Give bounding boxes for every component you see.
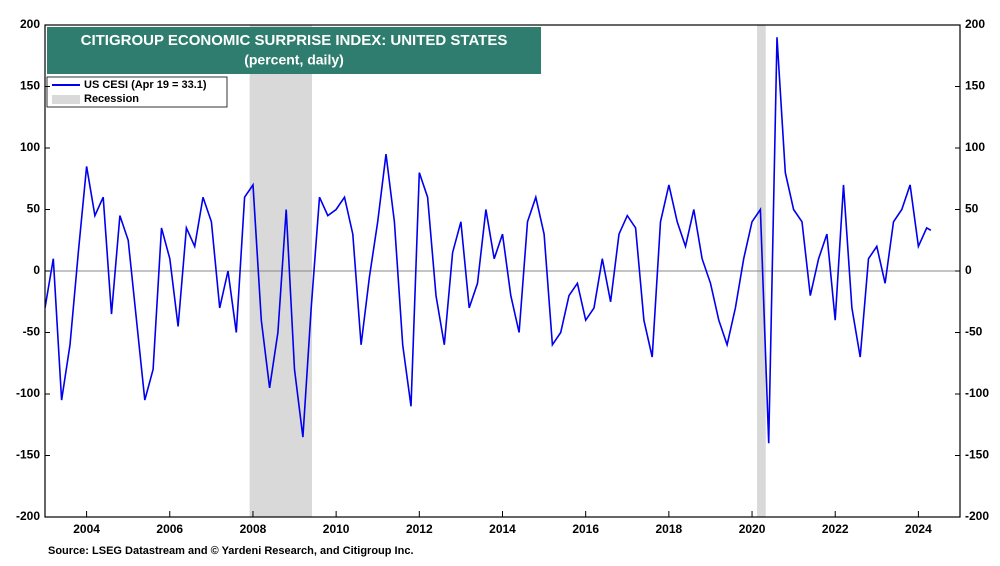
- y2-tick-label: 0: [965, 263, 972, 277]
- y2-tick-label: -200: [965, 509, 989, 523]
- x-tick-label: 2024: [905, 522, 932, 536]
- y-tick-label: -50: [23, 325, 41, 339]
- series-line: [45, 37, 932, 444]
- y2-tick-label: 50: [965, 202, 979, 216]
- y2-tick-label: 100: [965, 140, 985, 154]
- y2-tick-label: -150: [965, 448, 989, 462]
- chart-title: CITIGROUP ECONOMIC SURPRISE INDEX: UNITE…: [81, 32, 508, 49]
- y2-tick-label: 200: [965, 17, 985, 31]
- x-tick-label: 2014: [489, 522, 516, 536]
- y-tick-label: -100: [16, 386, 40, 400]
- title-box: [47, 27, 541, 74]
- y-tick-label: 50: [27, 202, 41, 216]
- x-tick-label: 2020: [739, 522, 766, 536]
- y-tick-label: -200: [16, 509, 40, 523]
- legend-swatch: [52, 95, 80, 104]
- legend-label: Recession: [84, 93, 139, 105]
- source-note: Source: LSEG Datastream and © Yardeni Re…: [48, 545, 414, 557]
- y-tick-label: 200: [20, 17, 40, 31]
- x-tick-label: 2006: [156, 522, 183, 536]
- x-tick-label: 2010: [323, 522, 350, 536]
- y2-tick-label: -50: [965, 325, 983, 339]
- y-tick-label: 100: [20, 140, 40, 154]
- x-tick-label: 2004: [73, 522, 100, 536]
- y2-tick-label: 150: [965, 79, 985, 93]
- x-tick-label: 2008: [240, 522, 267, 536]
- x-tick-label: 2012: [406, 522, 433, 536]
- y2-tick-label: -100: [965, 386, 989, 400]
- y-tick-label: 0: [33, 263, 40, 277]
- x-tick-label: 2016: [572, 522, 599, 536]
- y-tick-label: -150: [16, 448, 40, 462]
- x-tick-label: 2018: [656, 522, 683, 536]
- legend-label: US CESI (Apr 19 = 33.1): [84, 79, 207, 91]
- chart-subtitle: (percent, daily): [244, 52, 344, 68]
- x-tick-label: 2022: [822, 522, 849, 536]
- y-tick-label: 150: [20, 79, 40, 93]
